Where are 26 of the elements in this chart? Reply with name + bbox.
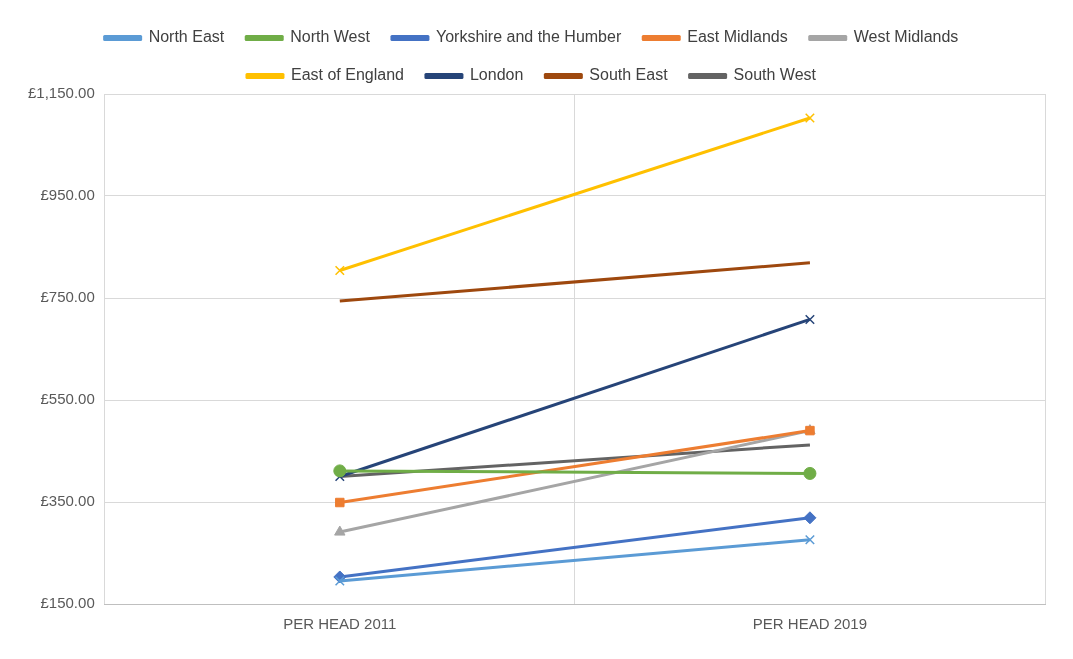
point <box>334 265 345 276</box>
legend-label: East of England <box>290 66 404 84</box>
legend-label: South West <box>733 66 817 84</box>
legend-label: South East <box>589 66 669 84</box>
legend-label: East Midlands <box>687 28 788 46</box>
y-tick-label: £750.00 <box>40 288 95 306</box>
point <box>804 534 815 545</box>
y-tick-label: £1,150.00 <box>28 84 95 102</box>
point <box>333 464 347 478</box>
x-tick-label: PER HEAD 2019 <box>752 615 868 633</box>
y-tick-label: £350.00 <box>40 492 95 510</box>
point <box>335 497 345 508</box>
y-tick-label: £550.00 <box>40 390 95 408</box>
legend-label: London <box>469 66 524 84</box>
legend-label: Yorkshire and the Humber <box>435 28 622 46</box>
x-tick-label: PER HEAD 2011 <box>283 615 397 633</box>
point <box>803 466 817 480</box>
y-tick-label: £150.00 <box>40 594 95 612</box>
point <box>804 112 815 123</box>
legend-label: West Midlands <box>853 28 959 46</box>
legend-label: North East <box>148 28 225 46</box>
y-tick-label: £950.00 <box>40 186 95 204</box>
point <box>804 314 815 325</box>
legend-label: North West <box>290 28 371 46</box>
point <box>803 511 817 525</box>
point <box>334 576 345 587</box>
